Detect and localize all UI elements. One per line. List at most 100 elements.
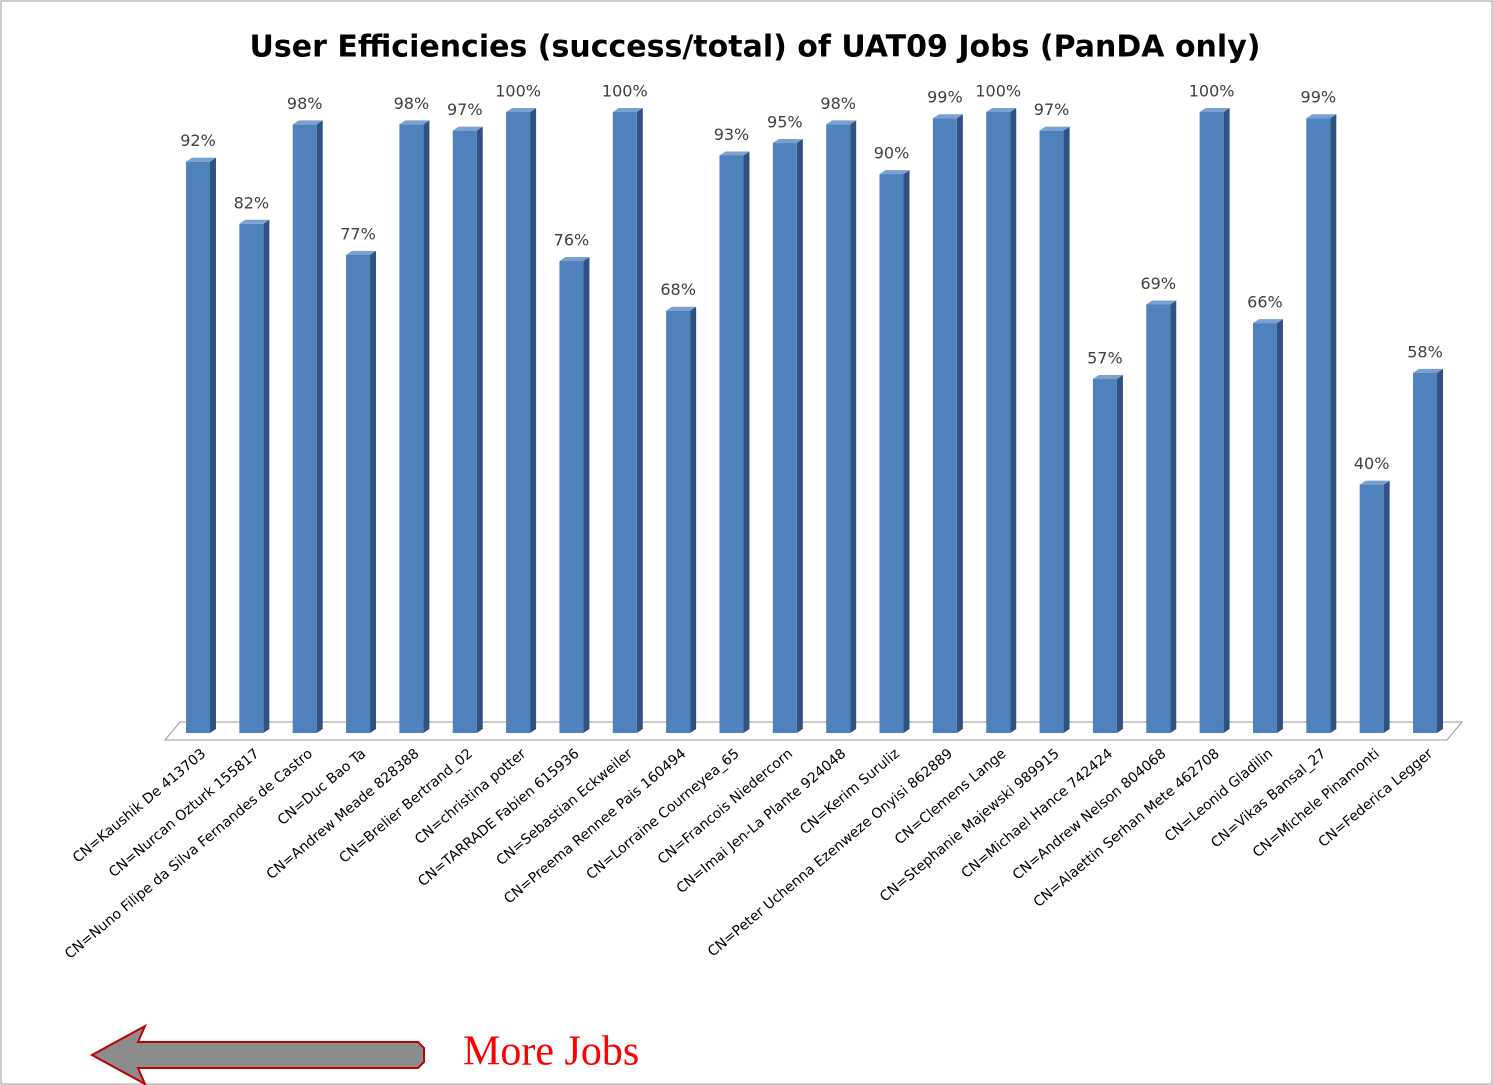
bar-top <box>1413 368 1443 373</box>
value-label: 90% <box>874 144 910 163</box>
value-label: 77% <box>340 224 376 243</box>
bar <box>346 254 371 733</box>
bar-side <box>1223 108 1230 733</box>
bar-top <box>1306 114 1337 119</box>
bar-top <box>559 257 590 262</box>
bar <box>612 112 637 733</box>
bar-top <box>1199 108 1230 112</box>
bar-side <box>903 170 910 734</box>
bar-side <box>210 157 216 733</box>
bar <box>239 223 264 733</box>
bar <box>506 112 531 733</box>
bar-side <box>263 219 270 733</box>
bar-top <box>1039 126 1070 131</box>
bar <box>1359 484 1384 733</box>
value-label: 98% <box>287 94 323 113</box>
bar-top <box>879 170 910 175</box>
bar-top <box>506 108 537 112</box>
bar <box>1146 304 1171 733</box>
value-label: 92% <box>180 131 216 150</box>
bar <box>826 124 851 734</box>
bar-side <box>423 120 430 734</box>
bar <box>1039 130 1064 733</box>
more-jobs-link[interactable]: More Jobs <box>89 1023 639 1085</box>
bar-top <box>239 219 270 224</box>
value-label: 100% <box>975 82 1021 101</box>
bar-side <box>1170 300 1177 733</box>
value-label: 82% <box>234 193 270 212</box>
bar-top <box>292 120 323 125</box>
value-label: 76% <box>554 231 590 250</box>
bar-side <box>316 120 323 734</box>
value-label: 40% <box>1354 454 1390 473</box>
bar-side <box>1330 114 1337 733</box>
value-label: 68% <box>660 280 696 299</box>
link-text[interactable]: More Jobs <box>463 1029 639 1075</box>
bar <box>1413 372 1437 733</box>
bar-side <box>530 108 537 733</box>
bar-top <box>986 108 1017 112</box>
bar-top <box>452 126 483 131</box>
bar-top <box>399 120 430 125</box>
value-label: 95% <box>767 113 803 132</box>
bar-top <box>719 151 750 156</box>
bar-top <box>932 114 963 119</box>
value-label: 97% <box>1034 100 1070 119</box>
bar <box>452 130 477 733</box>
bar-top <box>772 139 803 144</box>
bar-side <box>743 151 750 734</box>
bar <box>879 174 904 734</box>
value-label: 57% <box>1087 349 1123 368</box>
bar <box>292 124 317 734</box>
value-label: 100% <box>602 82 648 101</box>
bar-side <box>370 250 377 733</box>
value-label: 100% <box>1189 82 1235 101</box>
bar <box>932 118 957 733</box>
bar-side <box>956 114 963 733</box>
bar <box>559 261 584 733</box>
value-label: 58% <box>1407 342 1443 361</box>
value-label: 99% <box>1301 88 1337 107</box>
value-label: 98% <box>394 94 430 113</box>
value-label: 100% <box>495 82 541 101</box>
bar-top <box>1146 300 1177 305</box>
bar-top <box>1359 480 1390 485</box>
bar-side <box>1063 126 1070 733</box>
bar-top <box>612 108 643 112</box>
bar-top <box>186 157 216 162</box>
bar-top <box>1092 375 1123 380</box>
bar <box>1306 118 1331 733</box>
bar <box>186 161 210 733</box>
bar-top <box>1252 319 1283 324</box>
bar-top <box>826 120 857 125</box>
bar <box>1092 379 1117 733</box>
value-label: 66% <box>1247 293 1283 312</box>
chart-title: User Efficiencies (success/total) of UAT… <box>250 30 1261 65</box>
value-label: 99% <box>927 88 963 107</box>
floor <box>163 721 1464 741</box>
value-label: 69% <box>1140 274 1176 293</box>
bar <box>986 112 1011 733</box>
bar <box>1252 323 1277 733</box>
value-label: 98% <box>820 94 856 113</box>
value-label: 93% <box>714 125 750 144</box>
bar <box>1199 112 1224 733</box>
bar-side <box>1276 319 1283 733</box>
bar-side <box>1383 480 1390 733</box>
bar-side <box>1116 375 1123 733</box>
bar <box>719 155 744 734</box>
bar-side <box>690 306 697 733</box>
bar <box>399 124 424 734</box>
bar <box>666 310 691 733</box>
bar-side <box>1437 368 1443 733</box>
bar-side <box>796 139 803 734</box>
bar-side <box>636 108 643 733</box>
bar-side <box>850 120 857 734</box>
arrow[interactable] <box>89 1023 425 1085</box>
bar-side <box>476 126 483 733</box>
bar <box>772 143 797 734</box>
bar-top <box>666 306 697 311</box>
value-label: 97% <box>447 100 483 119</box>
